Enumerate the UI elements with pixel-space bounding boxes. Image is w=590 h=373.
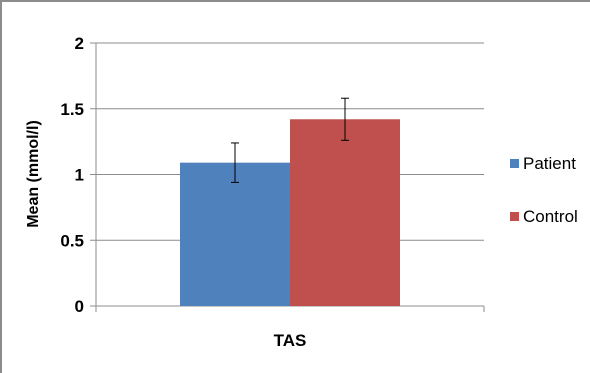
x-tick-labels: TAS	[274, 331, 307, 350]
y-tick-label: 2	[75, 34, 84, 53]
legend-label-patient: Patient	[523, 154, 576, 173]
legend-swatch-patient	[510, 159, 519, 168]
error-bars	[231, 97, 349, 183]
bar-control	[290, 119, 400, 307]
legend-swatch-control	[510, 212, 519, 221]
y-tick-label: 1.5	[60, 100, 84, 119]
y-tick-label: 0.5	[60, 231, 84, 250]
y-tick-label: 0	[75, 297, 84, 316]
bar-patient	[180, 162, 290, 306]
y-axis-title: Mean (mmol/l)	[25, 120, 42, 228]
y-tick-label: 1	[75, 166, 84, 185]
bars	[180, 119, 400, 307]
y-tick-labels: 0 0.5 1 1.5 2	[60, 34, 84, 316]
x-tick-label: TAS	[274, 331, 307, 350]
legend-label-control: Control	[523, 207, 578, 226]
legend: Patient Control	[510, 154, 578, 226]
